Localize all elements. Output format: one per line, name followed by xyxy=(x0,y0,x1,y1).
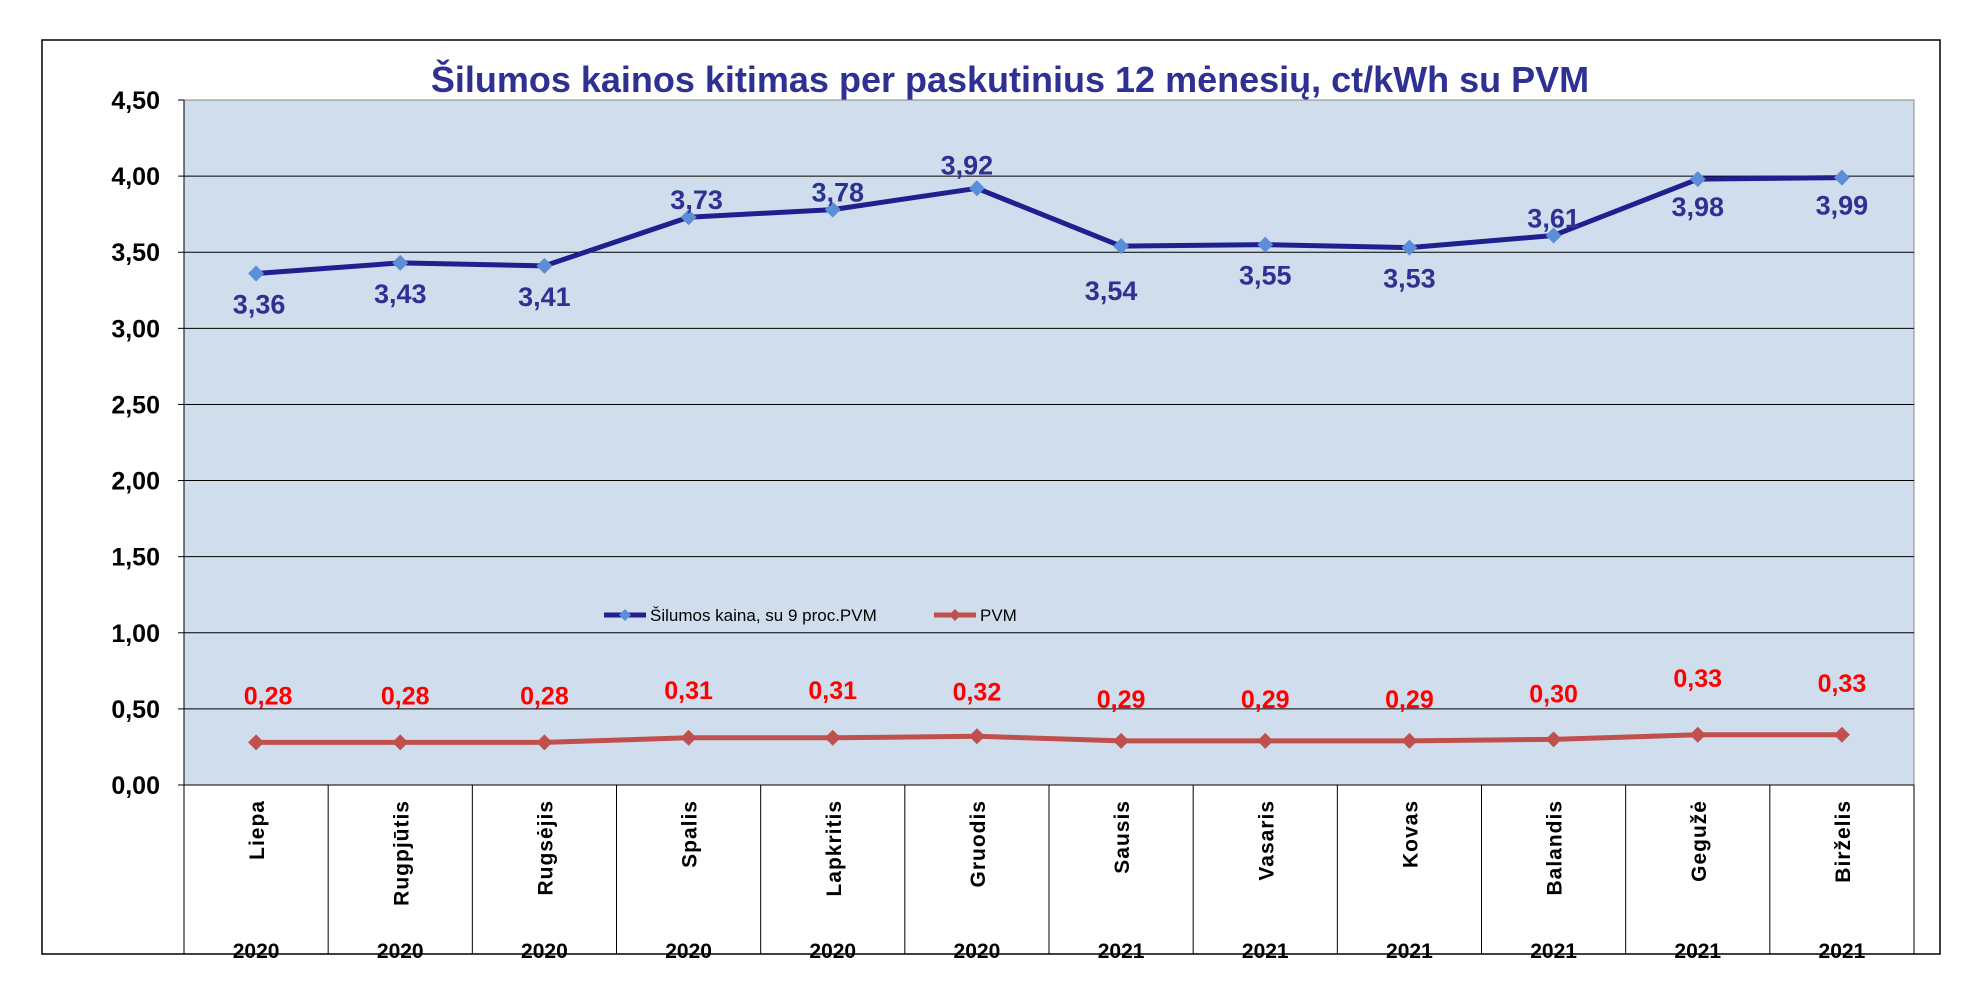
data-label: 0,28 xyxy=(244,682,293,710)
data-label: 0,33 xyxy=(1818,670,1867,698)
data-label: 0,31 xyxy=(808,677,857,705)
x-tick-label: Rugpjūtis xyxy=(390,800,413,906)
y-tick-label: 4,50 xyxy=(111,87,160,115)
x-year-label: 2021 xyxy=(1098,940,1145,963)
x-year-label: 2021 xyxy=(1530,940,1577,963)
data-label: 0,29 xyxy=(1385,686,1434,714)
legend-label-a: Šilumos kaina, su 9 proc.PVM xyxy=(650,606,877,625)
x-year-label: 2020 xyxy=(521,940,568,963)
data-point xyxy=(248,265,265,282)
data-label: 3,92 xyxy=(941,150,994,180)
x-year-label: 2021 xyxy=(1819,940,1866,963)
legend: Šilumos kaina, su 9 proc.PVM PVM xyxy=(604,606,1017,625)
x-tick-label: Rugsėjis xyxy=(534,800,557,896)
data-point xyxy=(968,728,985,745)
data-label: 3,55 xyxy=(1239,261,1292,291)
series-line-0 xyxy=(255,175,1842,277)
data-point xyxy=(1833,169,1850,186)
plot-area xyxy=(183,99,1915,786)
data-label: 3,43 xyxy=(374,279,427,309)
x-year-label: 2020 xyxy=(233,940,280,963)
x-year-label: 2020 xyxy=(377,940,424,963)
y-tick-label: 1,50 xyxy=(111,544,160,572)
data-point xyxy=(248,734,265,751)
data-point xyxy=(1689,171,1706,188)
data-label: 0,28 xyxy=(520,682,569,710)
data-point xyxy=(824,729,841,746)
data-point xyxy=(536,257,553,274)
data-label: 3,99 xyxy=(1816,191,1869,221)
data-label: 0,30 xyxy=(1529,680,1578,708)
x-tick-label: Sausis xyxy=(1111,800,1134,874)
x-tick-label: Kovas xyxy=(1399,800,1422,868)
data-label: 0,32 xyxy=(953,678,1002,706)
data-label: 3,41 xyxy=(518,282,571,312)
data-label: 0,29 xyxy=(1241,686,1290,714)
data-point xyxy=(536,734,553,751)
series-line-1 xyxy=(256,732,1842,745)
x-tick-label: Vasaris xyxy=(1255,800,1278,881)
x-year-label: 2021 xyxy=(1386,940,1433,963)
y-tick-label: 0,00 xyxy=(111,772,160,800)
x-year-label: 2021 xyxy=(1242,940,1289,963)
data-point xyxy=(824,201,841,218)
y-tick-label: 2,00 xyxy=(111,468,160,496)
data-point xyxy=(1257,236,1274,253)
data-point xyxy=(1545,731,1562,748)
data-label: 0,33 xyxy=(1673,665,1722,693)
legend-label-b: PVM xyxy=(980,606,1017,625)
y-tick-label: 4,00 xyxy=(111,163,160,191)
x-tick-label: Birželis xyxy=(1832,800,1855,883)
data-point xyxy=(1545,227,1562,244)
data-label: 3,53 xyxy=(1383,264,1436,294)
data-point xyxy=(1401,732,1418,749)
y-tick-label: 1,00 xyxy=(111,620,160,648)
legend-marker-b xyxy=(949,609,961,621)
x-year-label: 2020 xyxy=(954,940,1001,963)
x-year-label: 2020 xyxy=(665,940,712,963)
y-tick-label: 2,50 xyxy=(111,391,160,419)
data-label: 3,73 xyxy=(670,185,723,215)
x-year-label: 2020 xyxy=(809,940,856,963)
data-point xyxy=(1113,238,1130,255)
data-label: 3,98 xyxy=(1671,192,1724,222)
data-point xyxy=(392,734,409,751)
y-tick-label: 3,00 xyxy=(111,315,160,343)
legend-marker-a xyxy=(619,609,631,621)
data-point xyxy=(1689,726,1706,743)
x-tick-label: Spalis xyxy=(679,800,702,868)
data-point xyxy=(680,209,697,226)
data-label: 3,78 xyxy=(811,178,864,208)
x-tick-label: Balandis xyxy=(1544,800,1567,896)
data-point xyxy=(968,180,985,197)
data-point xyxy=(392,254,409,271)
data-label: 0,29 xyxy=(1097,686,1146,714)
data-point xyxy=(1113,732,1130,749)
x-tick-label: Liepa xyxy=(246,800,269,860)
data-point xyxy=(1401,239,1418,256)
data-point xyxy=(680,729,697,746)
x-year-label: 2021 xyxy=(1674,940,1721,963)
x-tick-label: Gegužė xyxy=(1688,800,1711,882)
x-tick-label: Lapkritis xyxy=(823,800,846,897)
data-point xyxy=(1257,732,1274,749)
data-label: 0,31 xyxy=(664,677,713,705)
chart-title: Šilumos kainos kitimas per paskutinius 1… xyxy=(431,58,1589,100)
x-tick-label: Gruodis xyxy=(967,800,990,888)
data-label: 3,54 xyxy=(1085,276,1138,306)
y-tick-label: 3,50 xyxy=(111,239,160,267)
data-label: 0,28 xyxy=(381,682,430,710)
data-point xyxy=(1833,726,1850,743)
y-tick-label: 0,50 xyxy=(111,696,160,724)
data-label: 3,36 xyxy=(233,290,286,320)
data-label: 3,61 xyxy=(1527,203,1580,233)
